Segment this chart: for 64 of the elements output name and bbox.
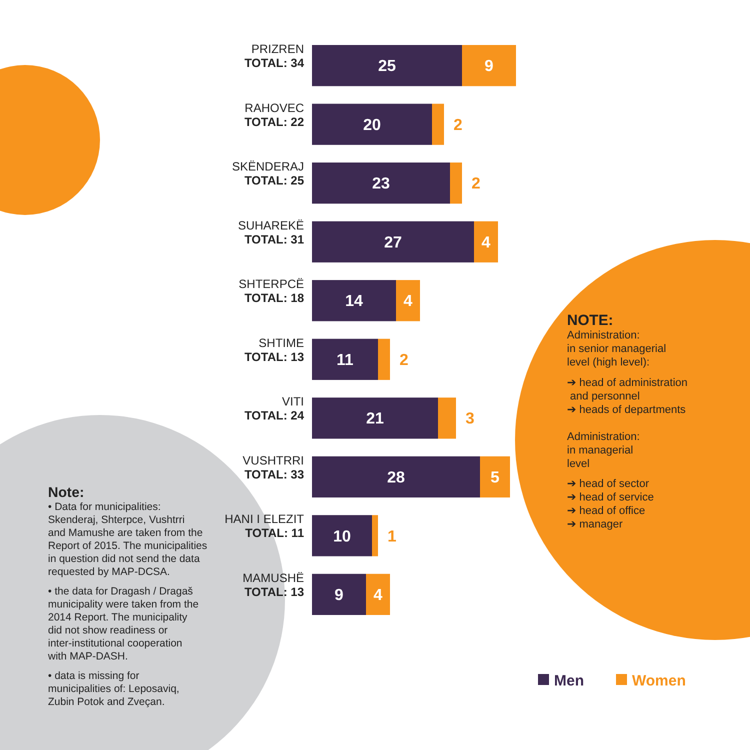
data-label: 2 — [400, 352, 409, 369]
text: NOTE: Administration: in senior managerial level (high level): ➔ head of administration and personnel ➔ heads of departments Administration: in managerial level ➔ head of sector ➔ head of service ➔ head of office ➔ manager — [567, 313, 688, 530]
data-label: 4 — [404, 293, 413, 310]
y-tick-label: PRIZREN — [251, 42, 304, 56]
data-label: 5 — [490, 470, 500, 487]
y-tick-label: SUHAREKË — [238, 218, 304, 232]
text: Note: • Data for municipalities: Skenderaj, Shterpce, Vushtrri and Mamushe are taken from the Report of 2015. The municipalities in question did not send the data requested by MAP-DCSA. • the data for Dragash / Dragaš municipality were taken from the 2014 Report. The municipality did not show readiness or inter-institutional cooperation with MAP-DASH. • data is missing for municipalities of: Leposaviq, Zubin Potok and Zveçan. — [48, 485, 208, 708]
legend-label: Women — [632, 672, 686, 690]
data-label: 23 — [372, 176, 390, 193]
y-tick-label: HANI I ELEZIT — [224, 512, 305, 526]
total-label: TOTAL: 13 — [244, 584, 304, 599]
bar — [312, 221, 474, 262]
bar — [474, 221, 498, 262]
bar — [480, 456, 510, 498]
total-label: TOTAL: 25 — [244, 174, 304, 188]
data-label: 9 — [484, 58, 494, 76]
bar — [438, 398, 456, 439]
y-tick-label: VITI — [282, 394, 304, 409]
bar — [378, 338, 390, 380]
bar — [312, 456, 480, 498]
data-label: 2 — [472, 176, 481, 193]
y-tick-label: RAHOVEC — [244, 100, 304, 115]
data-label: 1 — [388, 528, 397, 546]
bar — [312, 45, 462, 86]
data-label: 21 — [366, 410, 384, 428]
data-label: 20 — [363, 116, 381, 134]
data-label: 14 — [345, 293, 363, 310]
data-label: 9 — [334, 587, 344, 604]
bar — [366, 574, 390, 615]
bar — [462, 45, 516, 86]
y-tick-label: SKËNDERAJ — [232, 160, 304, 174]
bar — [312, 398, 438, 439]
data-label: 25 — [378, 58, 396, 76]
total-label: TOTAL: 11 — [245, 526, 304, 540]
bar — [312, 104, 432, 145]
total-label: TOTAL: 34 — [244, 56, 304, 70]
total-label: TOTAL: 18 — [244, 291, 304, 306]
bar — [312, 515, 372, 556]
total-label: TOTAL: 24 — [244, 408, 304, 423]
bar — [312, 338, 378, 380]
bar — [312, 162, 450, 204]
data-label: 4 — [482, 234, 491, 252]
y-tick-label: MAMUSHË — [242, 570, 304, 585]
data-label: 11 — [336, 352, 354, 369]
y-tick-label: SHTIME — [258, 336, 304, 350]
legend-label: Men — [554, 672, 584, 690]
bar — [312, 280, 396, 322]
total-label: TOTAL: 31 — [244, 232, 304, 246]
y-tick-label: VUSHTRRI — [242, 453, 304, 468]
data-label: 4 — [374, 587, 383, 604]
data-label: 2 — [454, 116, 463, 134]
bar — [396, 280, 420, 322]
total-label: TOTAL: 13 — [244, 350, 304, 364]
bar — [312, 574, 366, 615]
bar — [450, 162, 462, 204]
data-label: 28 — [387, 470, 405, 487]
data-label: 27 — [384, 234, 402, 252]
bar — [372, 515, 378, 556]
total-label: TOTAL: 22 — [244, 114, 304, 129]
total-label: TOTAL: 33 — [244, 467, 304, 482]
data-label: 3 — [466, 410, 475, 428]
data-label: 10 — [333, 528, 351, 546]
bar — [432, 104, 444, 145]
y-tick-label: SHTERPCË — [238, 277, 304, 292]
